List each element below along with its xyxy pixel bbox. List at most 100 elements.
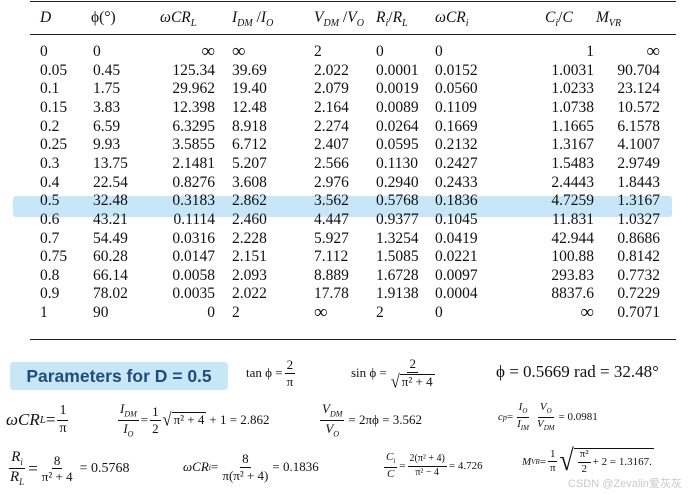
table-cell: 0 <box>435 43 443 60</box>
table-cell: 0.0035 <box>172 285 215 303</box>
table-row: 1 90 0 2 ∞ 2 0 ∞ 0.7071 <box>0 302 692 324</box>
table-cell: 3.608 <box>232 173 267 191</box>
table-cell: 0.1836 <box>435 192 478 210</box>
table-cell: 29.962 <box>172 80 215 98</box>
table-cell: 125.34 <box>172 61 215 79</box>
table-cell: 1.3167 <box>617 192 660 210</box>
table-cell: 3.5855 <box>172 136 215 154</box>
header-vdm-vo: VDM /VO <box>314 9 364 30</box>
table-cell: 0.9377 <box>376 210 419 228</box>
table-cell: 3.83 <box>93 98 121 116</box>
table-cell: 13.75 <box>93 154 128 172</box>
table-cell: 0.1 <box>40 80 60 98</box>
table-cell: 12.398 <box>172 98 215 116</box>
table-row: 0.2 6.59 6.3295 8.918 2.274 0.0264 0.1669 1.166… <box>0 118 692 135</box>
table-cell: 0.8686 <box>617 229 660 247</box>
table-cell: 0 <box>40 43 48 60</box>
table-header-rule <box>30 34 676 35</box>
formula-wcri: ωCR i = 8 π(π² + 4) = 0.1836 <box>183 451 319 483</box>
table-row: 0.3 13.75 2.1481 5.207 2.566 0.1130 0.2427 1.54… <box>0 155 692 172</box>
table-cell: 42.944 <box>551 229 594 247</box>
table-cell: 10.572 <box>617 98 660 116</box>
header-wcri: ωCRi <box>435 9 469 30</box>
table-cell: 0.25 <box>40 136 68 154</box>
table-cell: 5.927 <box>314 229 349 247</box>
params-badge: Parameters for D = 0.5 <box>10 362 228 390</box>
table-cell: 2.022 <box>232 285 267 303</box>
table-cell: 1.9138 <box>376 285 419 303</box>
table-cell: 17.78 <box>314 285 349 303</box>
table-cell: 60.28 <box>93 248 128 266</box>
table-cell: 2.1481 <box>172 154 215 172</box>
table-cell: 2 <box>232 304 240 322</box>
table-row: 0.7 54.49 0.0316 2.228 5.927 1.3254 0.0419 42.9… <box>0 230 692 247</box>
table-row: 0.9 78.02 0.0035 2.022 17.78 1.9138 0.0004 8837… <box>0 285 692 302</box>
table-cell: 0.8 <box>40 266 60 284</box>
table-row: 0.25 9.93 3.5855 6.712 2.407 0.0595 0.2132 1.31… <box>0 136 692 153</box>
table-cell: 1.0233 <box>551 80 594 98</box>
table-top-rule <box>30 1 676 2</box>
table-cell: 54.49 <box>93 229 128 247</box>
table-cell: 4.447 <box>314 210 349 228</box>
highlight-row-band <box>13 196 672 217</box>
table-cell: 11.831 <box>551 210 594 228</box>
table-cell: 0.15 <box>40 98 68 116</box>
table-cell: 0.0152 <box>435 61 478 79</box>
table-row: 0.05 0.45 125.34 39.69 2.022 0.0001 0.0152 1.00… <box>0 62 692 79</box>
table-cell: 2.022 <box>314 61 349 79</box>
table-cell: 1 <box>40 304 48 322</box>
table-cell: 43.21 <box>93 210 128 228</box>
table-cell: 2 <box>314 43 322 60</box>
header-ci-c: Ci/C <box>545 9 573 30</box>
table-cell: 0.3 <box>40 154 60 172</box>
table-cell: 0.0089 <box>376 98 419 116</box>
header-d: D <box>40 9 52 26</box>
table-cell: 0.1669 <box>435 117 478 135</box>
table-cell: 2.151 <box>232 248 267 266</box>
table-cell: 0.0595 <box>376 136 419 154</box>
table-cell: ∞ <box>314 302 328 324</box>
table-cell: 2.079 <box>314 80 349 98</box>
table-cell: 4.1007 <box>617 136 660 154</box>
table-cell: 0.0147 <box>172 248 215 266</box>
table-cell: 1.0327 <box>617 210 660 228</box>
table-cell: 0.7 <box>40 229 60 247</box>
table-cell: 0.05 <box>40 61 68 79</box>
table-cell: 0.3183 <box>172 192 215 210</box>
table-cell: 0.0316 <box>172 229 215 247</box>
table-cell: 7.112 <box>314 248 349 266</box>
table-cell: 23.124 <box>617 80 660 98</box>
table-cell: 0.0560 <box>435 80 478 98</box>
table-cell: 8.918 <box>232 117 267 135</box>
table-cell: ∞ <box>646 41 660 62</box>
table-cell: 0 <box>93 43 101 60</box>
table-cell: 6.3295 <box>172 117 215 135</box>
table-cell: 0.1109 <box>435 98 478 116</box>
table-cell: 0.2433 <box>435 173 478 191</box>
table-cell: 293.83 <box>551 266 594 284</box>
table-cell: 2.976 <box>314 173 349 191</box>
table-row: 0.1 1.75 29.962 19.40 2.079 0.0019 0.0560 1.023… <box>0 80 692 97</box>
table-cell: 0 <box>376 43 384 60</box>
table-cell: 5.207 <box>232 154 267 172</box>
table-cell: 0.75 <box>40 248 68 266</box>
formula-vdm-vo: VDM VO = 2πϕ = 3.562 <box>320 401 422 439</box>
table-cell: 2.093 <box>232 266 267 284</box>
table-cell: 0.2940 <box>376 173 419 191</box>
table-cell: 90 <box>93 304 109 322</box>
table-cell: 1.6728 <box>376 266 419 284</box>
table-row: 0.5 32.48 0.3183 2.862 3.562 0.5768 0.1836 4.72… <box>0 192 692 209</box>
table-cell: 0.6 <box>40 210 60 228</box>
table-cell: 2.9749 <box>617 154 660 172</box>
table-cell: 0.7732 <box>617 266 660 284</box>
watermark: CSDN @Zevalin爱灰灰 <box>568 478 682 490</box>
formula-sin-phi: sin ϕ = 2 √ π² + 4 <box>351 356 435 392</box>
table-cell: 0.2427 <box>435 154 478 172</box>
table-cell: 2.407 <box>314 136 349 154</box>
table-cell: 19.40 <box>232 80 267 98</box>
